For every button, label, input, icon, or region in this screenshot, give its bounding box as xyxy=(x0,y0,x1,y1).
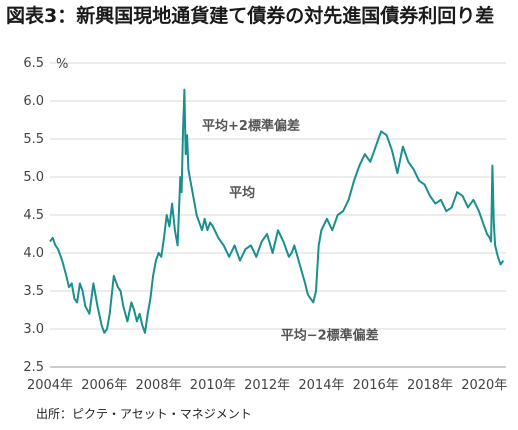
y-tick-label: 3.0 xyxy=(23,322,44,337)
y-tick-label: 4.5 xyxy=(23,208,44,223)
x-tick-label: 2006年 xyxy=(81,378,127,393)
x-tick-label: 2018年 xyxy=(407,378,453,393)
x-tick-label: 2008年 xyxy=(136,378,182,393)
y-tick-label: 5.0 xyxy=(23,170,44,185)
annotation-label: 平均 xyxy=(229,185,255,201)
y-tick-label: 2.5 xyxy=(23,360,44,375)
x-axis-ticks: 2004年 2006年 2008年 2010年 2012年 2014年 2016年 2018年… xyxy=(27,378,507,393)
y-tick-label: 4.0 xyxy=(23,246,44,261)
y-tick-label: 6.5 xyxy=(23,56,44,71)
x-tick-label: 2014年 xyxy=(298,378,344,393)
y-axis-ticks: 2.5 3.0 3.5 4.0 4.5 5.0 5.5 6.0 6.5 xyxy=(23,56,44,375)
y-axis-unit-label: % xyxy=(56,57,68,72)
y-tick-label: 6.0 xyxy=(23,94,44,109)
x-tick-label: 2004年 xyxy=(27,378,73,393)
grid-lines xyxy=(50,62,506,368)
series-group xyxy=(49,88,505,334)
annotation-label: 平均+2標準偏差 xyxy=(202,118,300,134)
x-tick-label: 2010年 xyxy=(190,378,236,393)
x-tick-label: 2020年 xyxy=(461,378,507,393)
y-tick-label: 3.5 xyxy=(23,284,44,299)
chart-title: 図表3：新興国現地通貨建て債券の対先進国債券利回り差 xyxy=(6,5,495,27)
source-note: 出所：ピクテ・アセット・マネジメント xyxy=(36,407,252,421)
y-tick-label: 5.5 xyxy=(23,132,44,147)
x-tick-label: 2012年 xyxy=(244,378,290,393)
x-tick-label: 2016年 xyxy=(353,378,399,393)
annotation-label: 平均−2標準偏差 xyxy=(281,328,379,344)
series-line-0 xyxy=(49,88,505,334)
